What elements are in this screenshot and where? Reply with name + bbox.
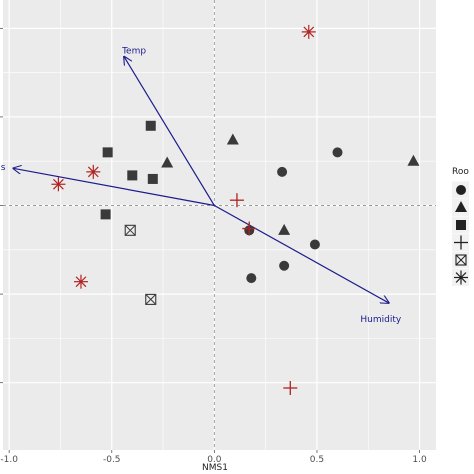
vector-arrow-temp: [124, 57, 215, 206]
point-asterisk: [301, 24, 316, 39]
point-circle: [277, 166, 288, 177]
point-square: [145, 120, 156, 131]
point-square: [127, 170, 138, 181]
axis-ticks: -1.0 -0.5 0.0 0.5 1.0: [0, 27, 427, 465]
x-tick-label: -0.5: [103, 455, 121, 465]
point-circle: [279, 260, 290, 271]
point-circle: [309, 239, 320, 250]
point-asterisk: [51, 177, 66, 192]
x-tick-label: -1.0: [0, 455, 18, 465]
vector-arrow-humidity: [214, 204, 388, 303]
x-tick-label: 0.5: [310, 455, 324, 465]
legend-key-square: [456, 220, 466, 230]
reference-lines: [3, 0, 436, 450]
plot-panel: [3, 0, 436, 450]
point-square: [147, 173, 158, 184]
x-axis-title: NMS1: [202, 463, 228, 473]
point-square: [102, 147, 113, 158]
point-asterisk: [73, 274, 88, 289]
point-square-cross: [124, 224, 136, 236]
legend-key-circle: [456, 185, 466, 195]
vector-label-humidity: Humidity: [360, 315, 401, 325]
vector-arrow-dens: [13, 168, 215, 207]
point-plus: [242, 221, 257, 236]
point-triangle: [278, 223, 291, 235]
point-triangle: [226, 133, 239, 145]
point-asterisk: [86, 164, 101, 179]
point-square-cross: [145, 293, 157, 305]
point-plus: [283, 380, 298, 395]
point-plus: [229, 193, 244, 208]
point-triangle: [161, 156, 174, 168]
point-circle: [332, 147, 343, 158]
point-square: [100, 209, 111, 220]
x-tick-label: 0.0: [207, 455, 222, 465]
point-triangle: [407, 154, 420, 166]
legend-key-square-cross: [455, 254, 467, 266]
legend-key-triangle: [455, 201, 467, 212]
data-points: [51, 24, 420, 395]
legend-key-asterisk: [454, 270, 468, 285]
legend-title: Roo: [452, 167, 469, 177]
vector-label-dens: Dens: [0, 163, 6, 173]
x-tick-label: 1.0: [412, 455, 427, 465]
legend-key-plus: [454, 235, 468, 250]
vector-label-temp: Temp: [121, 47, 146, 57]
point-circle: [246, 273, 257, 284]
legend: Roo: [452, 167, 469, 286]
vectors: Temp Dens Humidity: [0, 47, 402, 325]
